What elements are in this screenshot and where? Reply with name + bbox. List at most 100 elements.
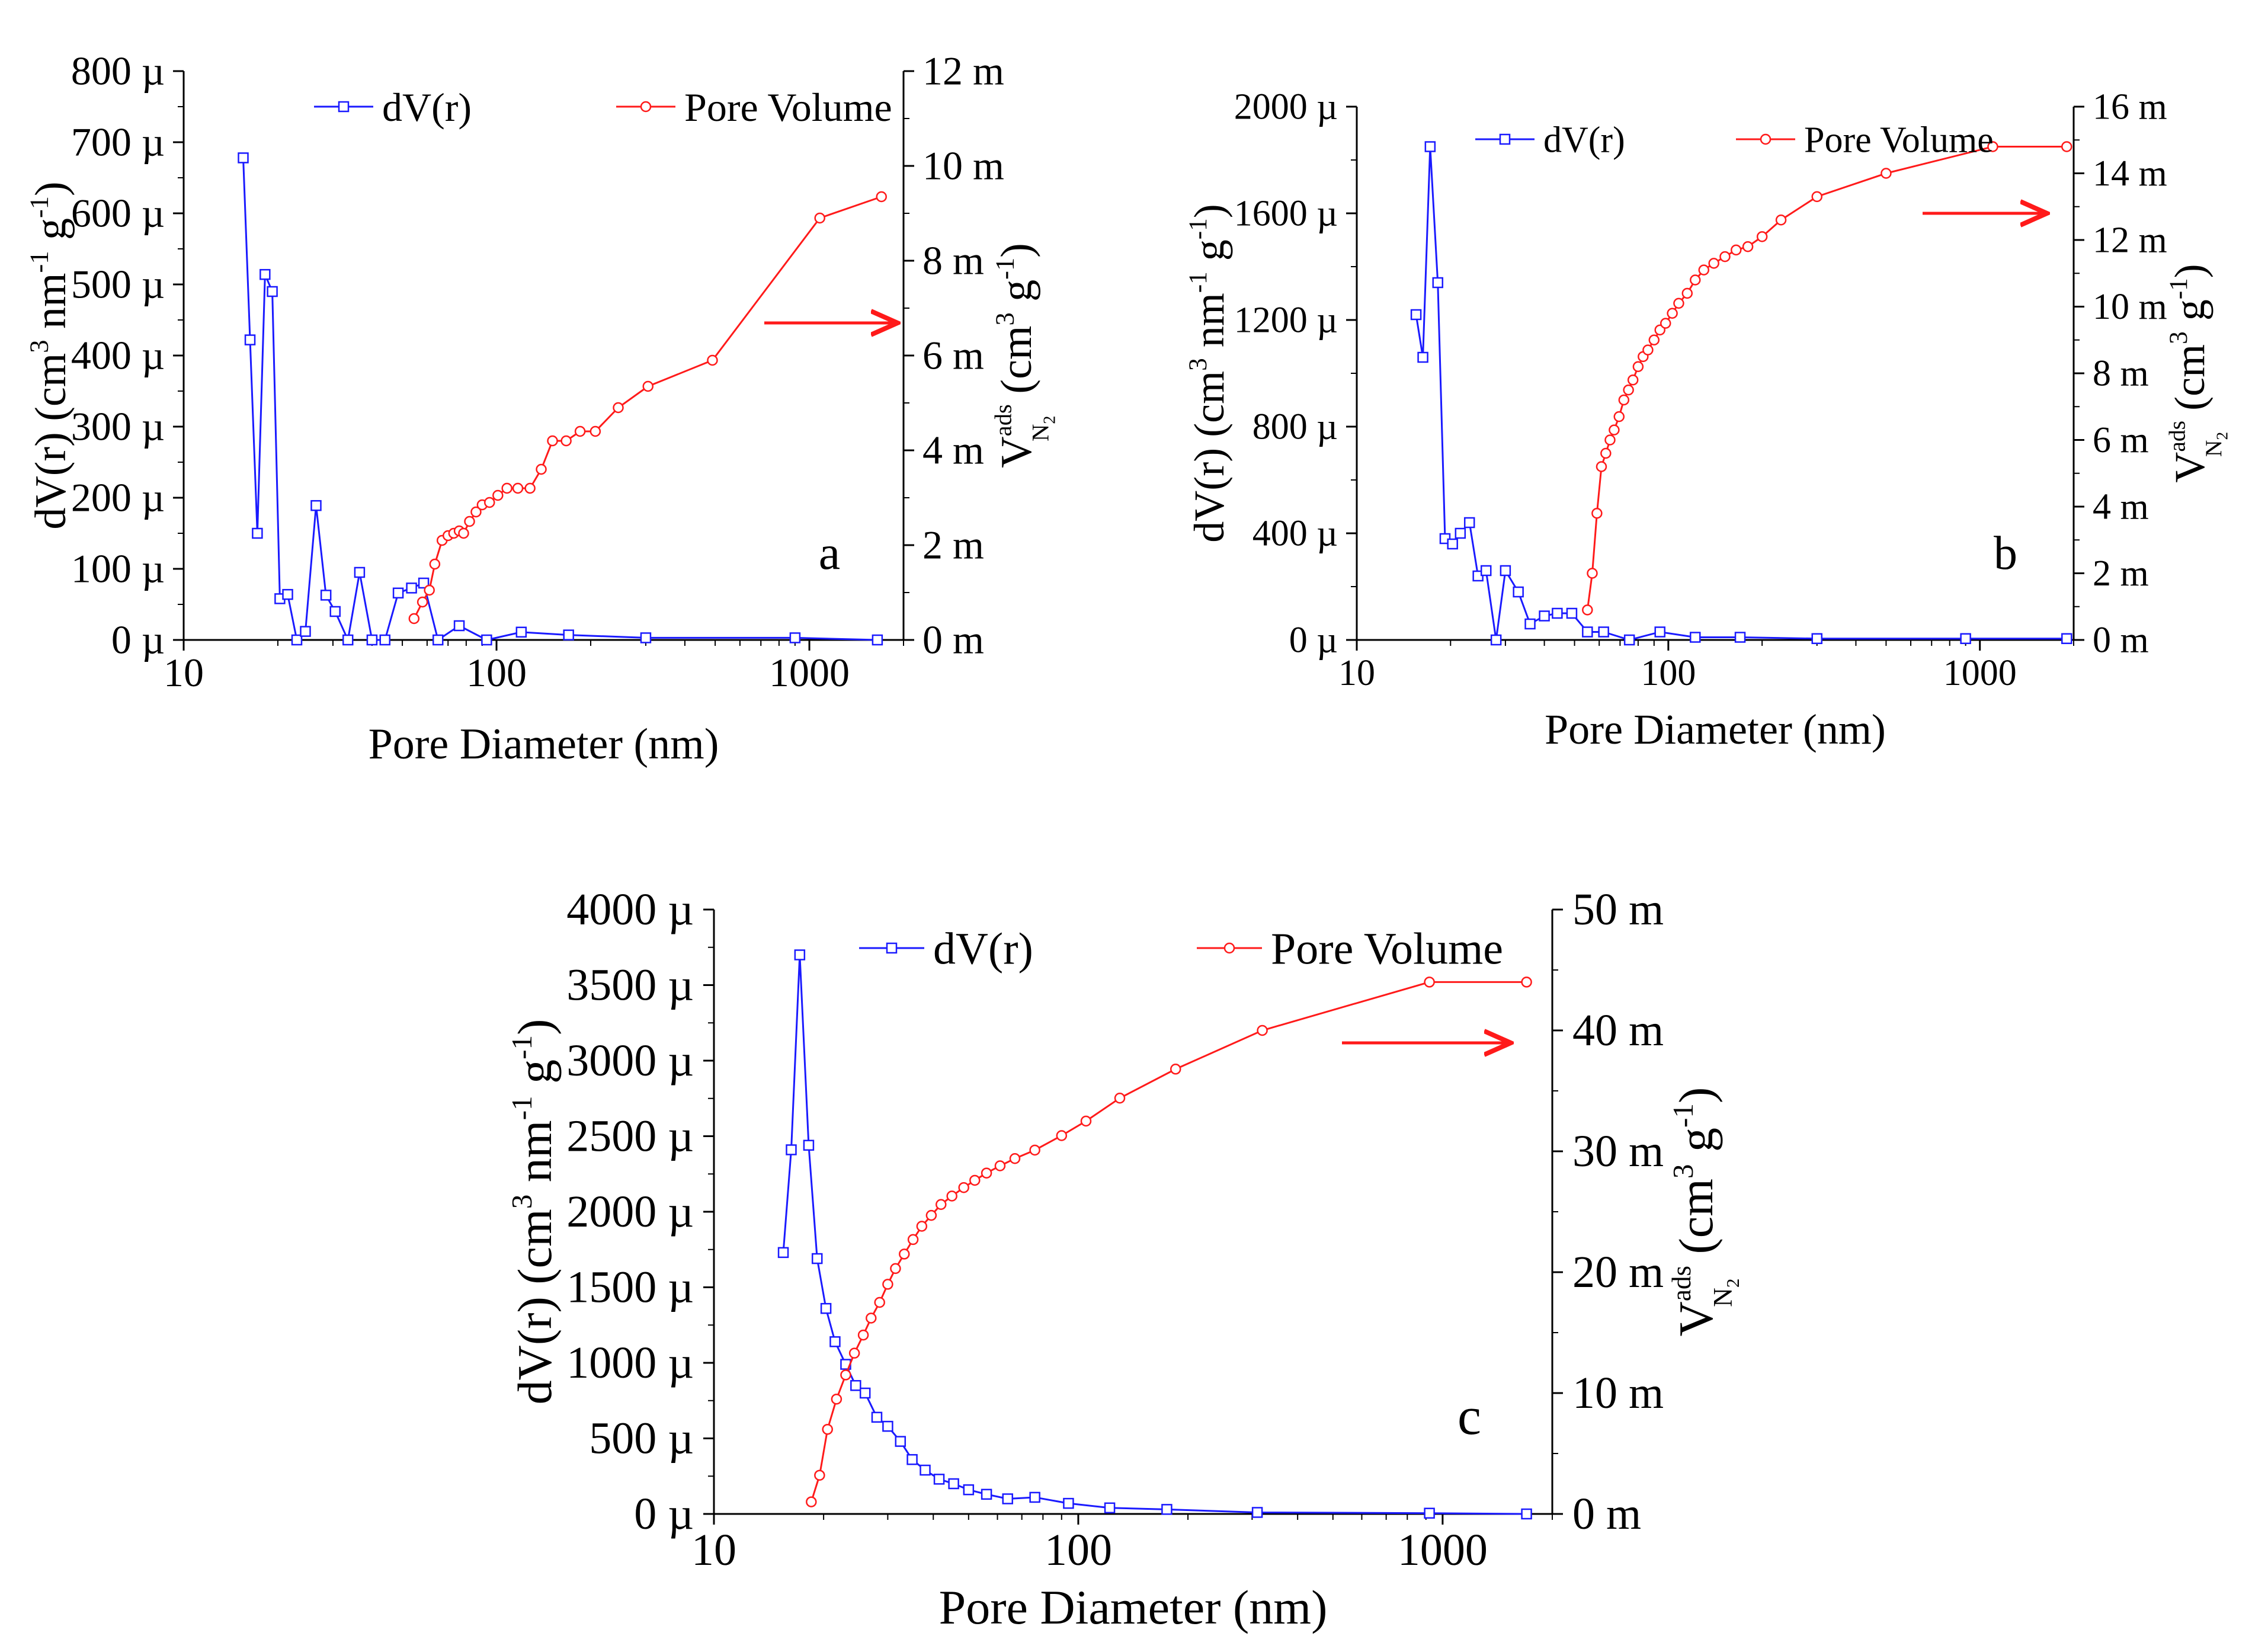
- pore-volume-data-point: [1681, 287, 1693, 299]
- y-tick-label: 1000 µ: [566, 1338, 694, 1388]
- pore-volume-data-point: [1648, 334, 1660, 345]
- pore-volume-data-point: [1170, 1064, 1181, 1075]
- panel-label: a: [819, 526, 840, 580]
- legend-label: Pore Volume: [1804, 120, 1994, 161]
- dv-data-point: [933, 1474, 945, 1485]
- dv-data-point: [379, 634, 391, 646]
- x-tick-label: 10: [1338, 653, 1375, 693]
- dv-data-point: [1251, 1507, 1263, 1518]
- pore-volume-data-point: [866, 1312, 877, 1324]
- pore-volume-data-point: [946, 1190, 957, 1202]
- y2-tick-label: 12 m: [2093, 220, 2167, 260]
- dv-data-point: [1410, 309, 1422, 321]
- pore-volume-data-point: [429, 558, 441, 570]
- y2-axis-label: Vads N2 (cm3 g-1): [2164, 264, 2231, 482]
- dv-data-point: [948, 1478, 959, 1490]
- dv-data-point: [481, 634, 492, 646]
- pore-volume-data-point: [1609, 424, 1620, 436]
- dv-data-point: [882, 1420, 893, 1432]
- pore-volume-series-line: [413, 196, 882, 619]
- dv-data-point: [1654, 626, 1665, 638]
- dv-data-point: [310, 500, 322, 511]
- panel-label: b: [1994, 527, 2017, 580]
- pore-volume-data-point: [707, 354, 718, 366]
- y-tick-label: 700 µ: [71, 119, 165, 164]
- pore-volume-data-point: [994, 1160, 1006, 1171]
- pore-volume-data-point: [470, 506, 482, 518]
- x-tick-label: 10: [164, 650, 204, 695]
- dv-data-point: [1463, 517, 1475, 529]
- legend-marker-circle: [1223, 942, 1235, 954]
- pore-volume-data-point: [1881, 168, 1892, 179]
- pore-volume-data-point: [1708, 258, 1719, 269]
- legend-marker-square: [1499, 133, 1511, 145]
- dv-data-point: [1734, 632, 1746, 643]
- chart-panel-c: 10 100 1000 0 µ 500 µ 1000 µ 1500 µ 2000 µ 2500 …: [505, 885, 1743, 1634]
- dv-data-point: [1424, 1507, 1435, 1519]
- dv-data-point: [252, 527, 263, 539]
- pore-volume-data-point: [916, 1221, 928, 1232]
- dv-data-point: [1524, 618, 1536, 630]
- legend-label: dV(r): [1543, 120, 1625, 161]
- y-tick-label: 500 µ: [589, 1414, 694, 1464]
- y-tick-label: 200 µ: [71, 475, 165, 520]
- pore-volume-data-point: [1582, 604, 1593, 616]
- y-axis-label: dV(r) (cm3 nm-1 g-1): [505, 1019, 562, 1405]
- y2-tick-label: 8 m: [922, 238, 984, 283]
- y-tick-label: 500 µ: [71, 261, 165, 306]
- pore-volume-data-point: [840, 1369, 851, 1381]
- y2-tick-label: 10 m: [922, 143, 1004, 188]
- y2-tick-label: 2 m: [922, 522, 984, 567]
- y-tick-label: 600 µ: [71, 190, 165, 235]
- y-tick-label: 800 µ: [1252, 406, 1338, 447]
- pore-volume-data-point: [512, 482, 524, 494]
- dv-data-point: [820, 1302, 832, 1314]
- dv-data-point: [1513, 586, 1524, 598]
- pore-volume-data-point: [1056, 1130, 1068, 1141]
- dv-data-point: [563, 629, 574, 641]
- dv-data-point: [1552, 607, 1563, 619]
- pore-volume-data-point: [1811, 191, 1822, 203]
- pore-volume-data-point: [814, 1469, 825, 1481]
- dv-data-point: [1490, 634, 1502, 646]
- pore-volume-data-point: [1627, 374, 1639, 386]
- dv-data-point: [1598, 626, 1609, 638]
- y2-tick-label: 20 m: [1572, 1247, 1664, 1297]
- pore-volume-data-point: [424, 584, 435, 596]
- pore-volume-data-point: [981, 1167, 992, 1179]
- pore-volume-data-point: [831, 1393, 843, 1405]
- pore-volume-data-point: [936, 1199, 947, 1211]
- dv-data-point: [963, 1484, 975, 1496]
- dv-data-point: [829, 1336, 841, 1347]
- pore-volume-series-line: [810, 981, 1527, 1503]
- y-tick-label: 800 µ: [71, 48, 165, 93]
- pore-volume-data-point: [417, 596, 428, 608]
- y-tick-label: 2500 µ: [566, 1112, 694, 1161]
- dv-data-point: [354, 566, 366, 578]
- y-tick-label: 1200 µ: [1234, 300, 1338, 340]
- legend-label: dV(r): [933, 924, 1033, 974]
- pore-volume-data-point: [848, 1347, 860, 1359]
- y2-tick-label: 12 m: [922, 48, 1004, 93]
- pore-volume-data-point: [408, 613, 420, 625]
- y-axis-label: dV(r) (cm3 nm-1 g-1): [24, 181, 75, 529]
- pore-volume-data-point: [642, 380, 654, 392]
- y-tick-label: 400 µ: [1252, 513, 1338, 553]
- x-tick-label: 1000: [769, 650, 850, 695]
- dv-data-point: [906, 1453, 918, 1465]
- x-tick-label: 100: [1045, 1525, 1112, 1575]
- dv-data-point: [1480, 565, 1492, 577]
- pore-volume-data-point: [1775, 214, 1787, 226]
- dv-data-point: [329, 606, 341, 617]
- pore-volume-data-point: [1029, 1144, 1040, 1156]
- dv-data-point: [1623, 634, 1635, 646]
- pore-volume-data-point: [1632, 361, 1644, 372]
- pore-volume-data-point: [547, 435, 558, 447]
- legend-label: dV(r): [382, 85, 472, 130]
- y-tick-label: 2000 µ: [566, 1187, 694, 1237]
- y-tick-label: 0 µ: [111, 617, 165, 662]
- pore-volume-data-point: [590, 425, 601, 437]
- dv-data-point: [872, 634, 883, 646]
- y-tick-label: 3000 µ: [566, 1036, 694, 1086]
- dv-data-point: [794, 949, 806, 961]
